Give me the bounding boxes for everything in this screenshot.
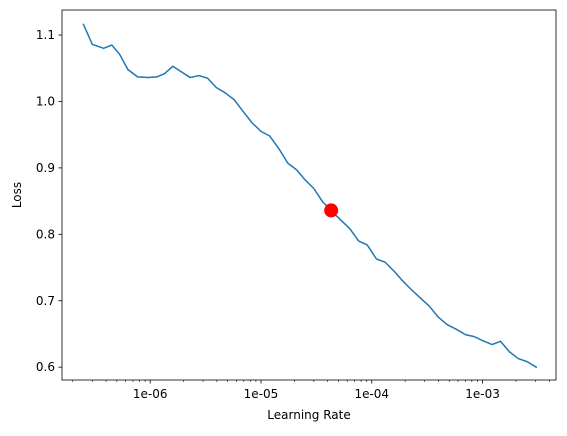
suggested-lr-marker [324,203,339,218]
y-tick-label: 0.7 [36,294,55,308]
ticks-layer: 0.6 0.7 0.8 0.9 1.0 1.1 1e-06 1e-05 1e-04 1e-03 [36,28,550,401]
y-axis-label: Loss [10,182,24,208]
y-tick-label: 1.1 [36,28,55,42]
x-tick-label: 1e-04 [354,387,389,401]
loss-series-line [82,23,538,369]
y-tick-label: 1.0 [36,94,55,108]
x-tick-label: 1e-06 [133,387,168,401]
y-tick-label: 0.6 [36,360,55,374]
x-axis-label: Learning Rate [267,408,350,422]
axes-frame [61,9,557,381]
y-tick-label: 0.9 [36,161,55,175]
x-tick-label: 1e-03 [465,387,500,401]
plot-layer [82,23,538,369]
y-tick-label: 0.8 [36,227,55,241]
x-tick-label: 1e-05 [244,387,279,401]
